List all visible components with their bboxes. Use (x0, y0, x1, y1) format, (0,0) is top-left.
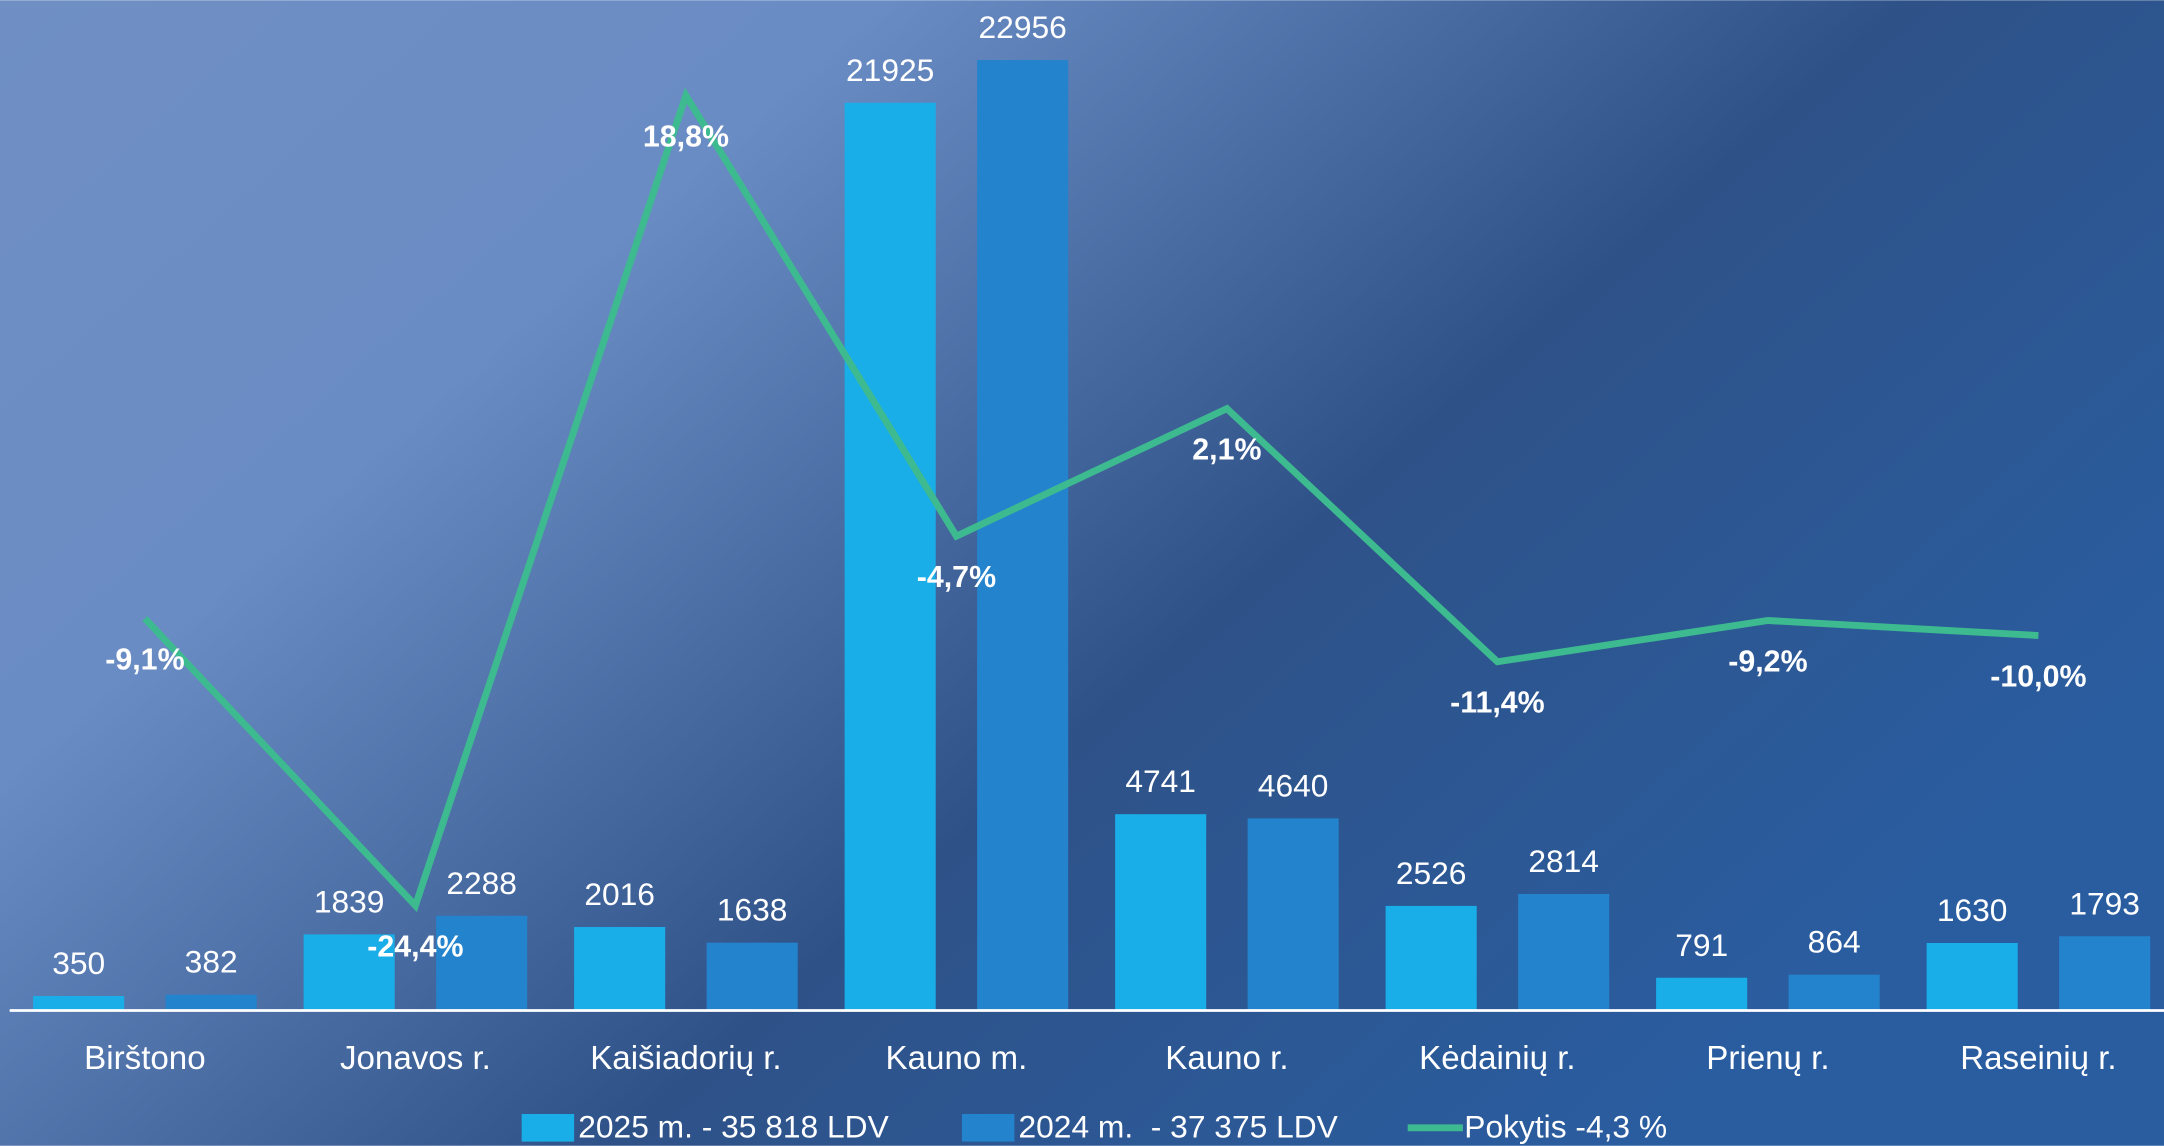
bar (574, 927, 665, 1010)
value-label: 791 (1675, 927, 1728, 963)
value-label: 1630 (1937, 892, 2008, 928)
x-tick-label: Kaišiadorių r. (590, 1040, 781, 1077)
legend-swatch (522, 1114, 574, 1142)
page: {"chart_data": {"type": "bar-line", "cat… (0, 0, 2164, 1146)
value-label: 4640 (1258, 767, 1329, 803)
bar (707, 943, 798, 1011)
value-label: 2814 (1528, 843, 1599, 879)
bar (1248, 818, 1339, 1010)
value-label: -9,1% (105, 643, 184, 676)
value-label: 1839 (314, 883, 385, 919)
x-tick-label: Kėdainių r. (1419, 1040, 1575, 1077)
x-tick-label: Kauno r. (1165, 1040, 1288, 1077)
value-label: 18,8% (643, 120, 729, 153)
value-label: 2288 (446, 865, 517, 901)
value-label: 864 (1808, 924, 1861, 960)
value-label: 1638 (717, 892, 788, 928)
bar (2059, 936, 2150, 1010)
value-label: 2016 (584, 876, 655, 912)
value-label: -10,0% (1990, 660, 2086, 693)
value-label: 382 (185, 944, 238, 980)
bar (166, 995, 257, 1011)
bar (1386, 906, 1477, 1011)
legend-label: Pokytis -4,3 % (1464, 1109, 1667, 1145)
value-label: 22956 (979, 9, 1067, 45)
value-label: 4741 (1125, 763, 1196, 799)
value-label: -11,4% (1450, 687, 1545, 720)
value-label: 2,1% (1192, 433, 1261, 466)
x-tick-label: Jonavos r. (340, 1040, 491, 1077)
x-tick-label: Birštono (84, 1040, 205, 1077)
value-label: 1793 (2069, 885, 2140, 921)
chart: 350 1839 2016 21925 4741 2526 791 1630 382 2288 16… (0, 0, 2164, 1146)
bar (33, 996, 124, 1010)
bar (1518, 894, 1609, 1011)
value-label: 21925 (846, 52, 934, 88)
bar (1656, 978, 1747, 1011)
x-tick-label: Kauno m. (886, 1040, 1028, 1077)
bar (1115, 814, 1206, 1010)
legend-swatch (962, 1114, 1014, 1142)
value-label: -4,7% (917, 561, 996, 594)
x-tick-label: Raseinių r. (1960, 1040, 2116, 1077)
legend-label: 2024 m. - 37 375 LDV (1019, 1109, 1339, 1145)
legend-label: 2025 m. - 35 818 LDV (578, 1109, 889, 1145)
value-label: -24,4% (367, 930, 463, 963)
bar (845, 103, 936, 1011)
bar (1927, 943, 2018, 1010)
value-label: -9,2% (1728, 645, 1807, 678)
x-tick-label: Prienų r. (1706, 1040, 1829, 1077)
value-label: 2526 (1396, 855, 1467, 891)
bar (1789, 975, 1880, 1011)
value-label: 350 (52, 945, 105, 981)
bar (977, 60, 1068, 1010)
